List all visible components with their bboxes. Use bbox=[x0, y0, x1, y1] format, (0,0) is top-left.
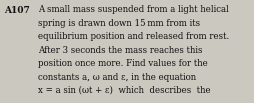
Text: x = a sin (ωt + ε)  which  describes  the: x = a sin (ωt + ε) which describes the bbox=[38, 86, 211, 95]
Text: A107: A107 bbox=[4, 6, 30, 15]
Text: equilibrium position and released from rest.: equilibrium position and released from r… bbox=[38, 32, 229, 41]
Text: After 3 seconds the mass reaches this: After 3 seconds the mass reaches this bbox=[38, 46, 202, 54]
Text: spring is drawn down 15 mm from its: spring is drawn down 15 mm from its bbox=[38, 19, 200, 28]
Text: position once more. Find values for the: position once more. Find values for the bbox=[38, 59, 208, 68]
Text: constants a, ω and ε, in the equation: constants a, ω and ε, in the equation bbox=[38, 73, 196, 81]
Text: A small mass suspended from a light helical: A small mass suspended from a light heli… bbox=[38, 5, 229, 14]
